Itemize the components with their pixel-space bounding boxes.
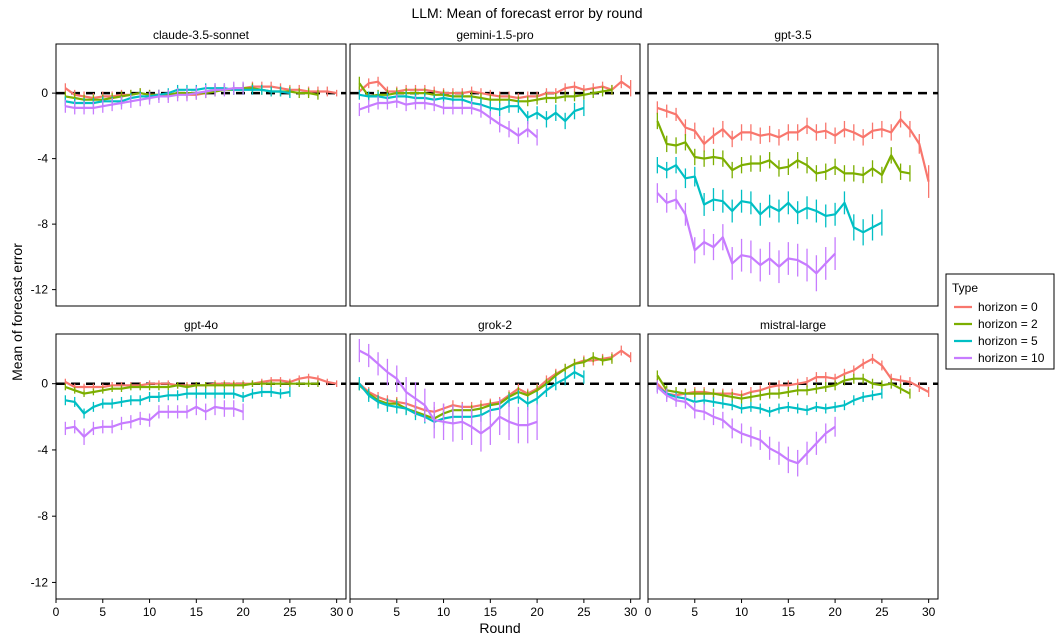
panel-title: grok-2 [478, 318, 512, 332]
series-horizon-10 [656, 380, 836, 477]
chart-title: LLM: Mean of forecast error by round [411, 5, 642, 21]
x-tick-label: 5 [99, 605, 106, 619]
x-tick-label: 5 [393, 605, 400, 619]
series-line [656, 120, 911, 177]
x-tick-label: 30 [330, 605, 344, 619]
legend-box [945, 273, 1055, 370]
y-tick-label: -8 [37, 217, 48, 231]
series-horizon-10 [64, 81, 244, 115]
x-tick-label: 0 [53, 605, 60, 619]
y-tick-label: -12 [31, 283, 49, 297]
x-tick-label: 10 [143, 605, 157, 619]
y-tick-label: 0 [41, 86, 48, 100]
panel-title: mistral-large [760, 318, 826, 332]
x-tick-label: 25 [283, 605, 297, 619]
series-line [358, 349, 538, 435]
panel-gpt-4o: gpt-4o 0 -4 -8 -12 0 5 10 15 20 25 30 [31, 318, 347, 619]
x-tick-label: 5 [691, 605, 698, 619]
legend-label: horizon = 0 [978, 300, 1038, 314]
x-tick-label: 20 [530, 605, 544, 619]
series-horizon-5 [656, 156, 883, 246]
series-line [358, 80, 632, 100]
x-tick-label: 20 [236, 605, 250, 619]
series-horizon-2 [656, 112, 911, 184]
series-line [358, 82, 613, 103]
y-tick-label: -4 [37, 152, 48, 166]
x-axis-label: Round [479, 620, 520, 636]
series-horizon-5 [64, 387, 291, 419]
x-tick-label: 0 [645, 605, 652, 619]
series-horizon-2 [64, 380, 319, 397]
legend-label: horizon = 2 [978, 317, 1038, 331]
series-line [656, 357, 930, 397]
series-line [359, 100, 538, 139]
series-line [656, 386, 836, 465]
x-tick-label: 0 [347, 605, 354, 619]
panel-claude-3.5-sonnet: claude-3.5-sonnet 0 -4 -8 -12 [31, 28, 347, 307]
series-line [656, 374, 911, 400]
legend-label: horizon = 5 [978, 334, 1038, 348]
panel-frame [349, 43, 641, 307]
series-horizon-10 [358, 94, 538, 146]
series-line [65, 382, 318, 395]
x-tick-label: 10 [735, 605, 749, 619]
panel-gpt-3.5: gpt-3.5 [647, 28, 939, 307]
legend: Type horizon = 0 horizon = 2 horizon = 5 ho… [945, 273, 1055, 370]
series-horizon-10 [358, 338, 538, 452]
series-line [656, 192, 836, 275]
y-tick-label: -12 [31, 575, 49, 589]
series-line [65, 87, 244, 110]
panel-mistral-large: mistral-large 0 5 10 15 20 25 30 [645, 318, 939, 619]
x-tick-label: 30 [922, 605, 936, 619]
panel-frame [647, 43, 939, 307]
x-tick-label: 20 [828, 605, 842, 619]
panels: claude-3.5-sonnet 0 -4 -8 -12 gemini-1.5-pro g… [31, 28, 939, 619]
panel-frame [647, 333, 939, 600]
x-tick-label: 15 [782, 605, 796, 619]
panel-title: gemini-1.5-pro [456, 28, 534, 42]
x-tick-label: 10 [437, 605, 451, 619]
panel-frame [55, 43, 347, 307]
panel-gemini-1.5-pro: gemini-1.5-pro [349, 28, 641, 307]
panel-title: claude-3.5-sonnet [153, 28, 250, 42]
legend-label: horizon = 10 [978, 351, 1045, 365]
panel-frame [55, 333, 347, 600]
panel-title: gpt-4o [184, 318, 218, 332]
series-line [657, 106, 930, 182]
x-tick-label: 15 [484, 605, 498, 619]
series-line [65, 405, 244, 438]
series-horizon-0 [656, 101, 930, 198]
y-tick-label: -8 [37, 509, 48, 523]
series-horizon-10 [64, 398, 244, 445]
series-line [358, 356, 613, 420]
x-tick-label: 15 [190, 605, 204, 619]
x-tick-label: 30 [624, 605, 638, 619]
legend-title: Type [952, 281, 978, 295]
series-horizon-10 [656, 183, 836, 292]
y-tick-label: -4 [37, 443, 48, 457]
x-tick-label: 25 [577, 605, 591, 619]
y-tick-label: 0 [41, 377, 48, 391]
x-tick-label: 25 [875, 605, 889, 619]
panel-title: gpt-3.5 [774, 28, 812, 42]
y-axis-label: Mean of forecast error [9, 243, 25, 381]
panel-grok-2: grok-2 0 5 10 15 20 25 30 [347, 318, 641, 619]
panel-frame [349, 333, 641, 600]
